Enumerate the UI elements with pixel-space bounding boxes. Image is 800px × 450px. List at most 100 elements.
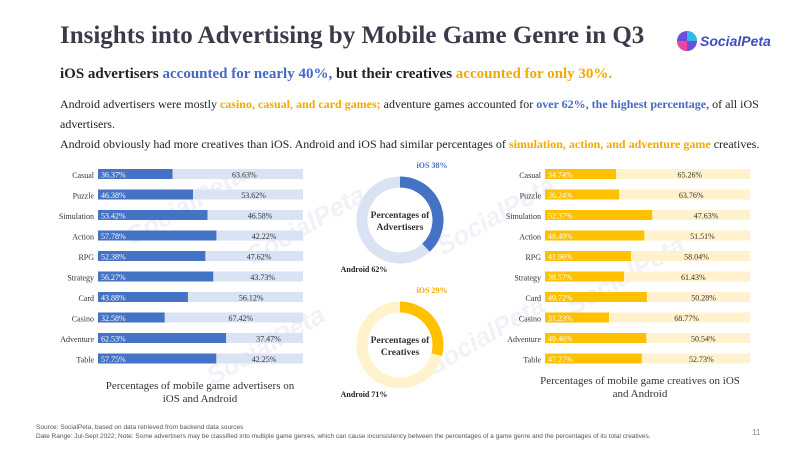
category-label: Casual: [72, 171, 95, 180]
ios-bar: [98, 333, 227, 343]
category-label: Puzzle: [520, 192, 542, 201]
category-label: Action: [72, 233, 94, 242]
android-value-label: 65.26%: [677, 171, 702, 180]
android-slice-label: Android 71%: [341, 390, 388, 399]
ios-slice: [399, 301, 444, 356]
ios-value-label: 52.37%: [548, 212, 573, 221]
subtitle-text: iOS advertisers: [60, 66, 163, 82]
para-highlight: casino, casual, and card games;: [219, 97, 381, 111]
android-value-label: 42.25%: [252, 355, 277, 364]
category-label: Action: [519, 233, 541, 242]
android-value-label: 63.76%: [679, 191, 704, 200]
ios-slice-label: iOS 29%: [417, 286, 448, 295]
paragraph-android-creatives: Android obviously had more creatives tha…: [60, 134, 760, 154]
page-title: Insights into Advertising by Mobile Game…: [60, 22, 645, 49]
subtitle-highlight-ios: accounted for nearly 40%,: [162, 66, 333, 82]
ios-value-label: 32.58%: [101, 314, 126, 323]
android-bar: [205, 251, 303, 261]
category-label: Casino: [72, 315, 94, 324]
ios-bar: [545, 169, 617, 179]
ios-value-label: 57.78%: [101, 232, 126, 241]
donut-center-label: Creatives: [381, 348, 420, 358]
android-bar: [609, 312, 750, 323]
category-label: Simulation: [506, 212, 541, 221]
android-value-label: 42.22%: [252, 232, 277, 241]
android-value-label: 58.04%: [684, 253, 709, 262]
para-highlight: simulation, action, and adventure game: [508, 137, 711, 151]
ios-bar: [98, 292, 188, 302]
creatives-donut-chart: Percentages of Creatives iOS 29% Android 71…: [341, 286, 448, 399]
android-bar: [646, 292, 750, 302]
ios-slice: [399, 176, 444, 252]
android-slice-label: Android 62%: [341, 265, 388, 274]
android-value-label: 68.77%: [674, 314, 699, 323]
subtitle-text: but their creatives: [332, 66, 456, 82]
category-label: Adventure: [507, 335, 541, 344]
ios-bar: [545, 210, 653, 220]
para-text: Android advertisers were mostly: [60, 97, 220, 111]
android-bar: [172, 169, 303, 179]
android-bar: [187, 292, 303, 302]
donut-center-label: Percentages of: [371, 211, 430, 221]
category-label: Casino: [519, 315, 541, 324]
ios-bar: [545, 353, 642, 364]
ios-value-label: 47.27%: [548, 355, 573, 364]
ios-value-label: 34.74%: [548, 171, 573, 180]
android-value-label: 37.47%: [256, 335, 281, 344]
ios-value-label: 62.53%: [101, 335, 126, 344]
android-value-label: 56.12%: [239, 294, 264, 303]
date-range-note: Date Range: Jul-Sept 2022; Note: Some ad…: [36, 433, 651, 440]
ios-value-label: 49.46%: [548, 335, 573, 344]
ios-bar: [98, 251, 206, 261]
ios-bar: [545, 189, 620, 200]
ios-bar: [98, 312, 165, 323]
ios-value-label: 49.72%: [548, 294, 573, 303]
android-bar: [631, 251, 750, 261]
para-text: creatives.: [710, 137, 760, 151]
subtitle-highlight-creatives: accounted for only 30%.: [455, 66, 613, 82]
android-bar: [616, 169, 750, 179]
android-bar: [619, 189, 750, 200]
android-value-label: 53.62%: [241, 191, 266, 200]
android-slice: [356, 176, 430, 264]
ios-bar: [98, 353, 217, 364]
category-label: Adventure: [60, 335, 94, 344]
android-bar: [646, 333, 750, 343]
android-slice: [356, 301, 443, 389]
android-value-label: 61.43%: [681, 273, 706, 282]
paragraph-android-advertisers: Android advertisers were mostly casino, …: [60, 94, 760, 134]
android-bar: [652, 210, 750, 220]
logo-text: SocialPeta: [700, 33, 771, 49]
ios-bar: [545, 292, 647, 302]
advertisers-bar-chart: Casual 36.37% 63.63% Puzzle 46.38% 53.62% Simu…: [59, 169, 303, 365]
advertisers-donut-chart: Percentages of Advertisers iOS 38% Android …: [341, 161, 448, 274]
socialpeta-logo: SocialPeta: [676, 30, 776, 56]
ios-value-label: 36.24%: [548, 191, 573, 200]
android-bar: [641, 353, 750, 364]
ios-value-label: 52.38%: [101, 253, 126, 262]
ios-bar: [98, 230, 217, 241]
ios-value-label: 46.38%: [101, 191, 126, 200]
category-label: Table: [76, 356, 94, 365]
ios-value-label: 53.42%: [101, 212, 126, 221]
android-bar: [164, 312, 303, 323]
android-value-label: 63.63%: [232, 171, 257, 180]
ios-bar: [98, 210, 208, 220]
ios-bar: [98, 169, 173, 179]
para-text: adventure games accounted for: [380, 97, 537, 111]
android-value-label: 52.73%: [689, 355, 714, 364]
android-value-label: 51.51%: [690, 232, 715, 241]
ios-value-label: 57.75%: [101, 355, 126, 364]
android-bar: [644, 230, 750, 241]
para-highlight: over 62%, the highest percentage,: [536, 97, 710, 111]
page-number: 11: [752, 428, 761, 437]
category-label: RPG: [525, 253, 541, 262]
creatives-bar-chart: Casual 34.74% 65.26% Puzzle 36.24% 63.76% Simu…: [506, 169, 750, 365]
ios-value-label: 43.88%: [101, 294, 126, 303]
android-value-label: 46.58%: [248, 212, 273, 221]
logo-icon: [677, 31, 697, 51]
ios-value-label: 38.57%: [548, 273, 573, 282]
subtitle: iOS advertisers accounted for nearly 40%…: [60, 66, 612, 83]
category-label: Strategy: [67, 274, 94, 283]
category-label: Casual: [519, 171, 542, 180]
